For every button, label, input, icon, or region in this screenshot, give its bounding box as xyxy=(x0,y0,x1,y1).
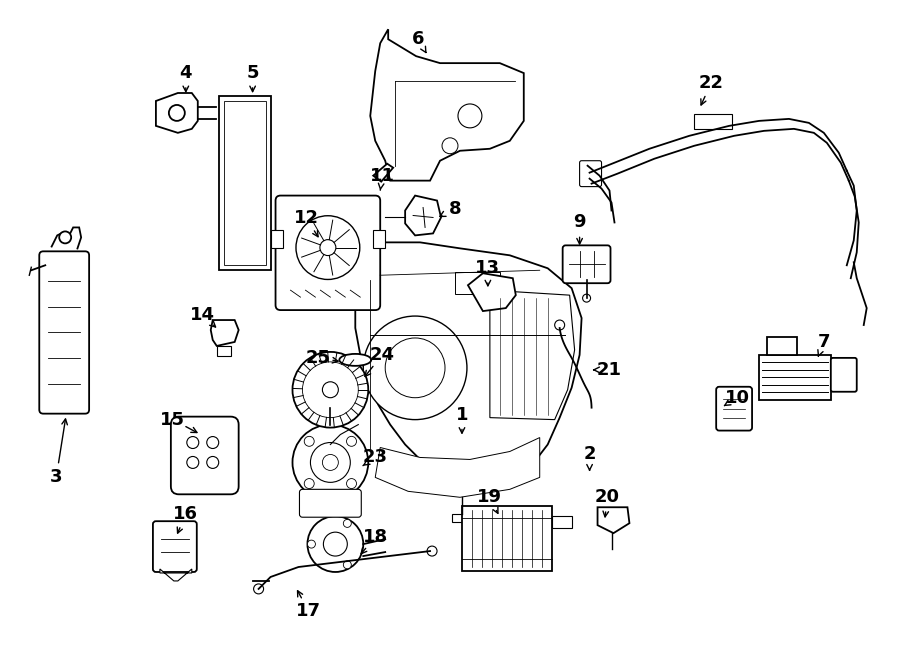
Text: 7: 7 xyxy=(817,333,830,351)
Circle shape xyxy=(458,104,482,128)
Circle shape xyxy=(187,457,199,469)
Text: 12: 12 xyxy=(294,210,319,227)
Polygon shape xyxy=(370,29,524,180)
FancyBboxPatch shape xyxy=(153,521,197,572)
Bar xyxy=(767,337,796,355)
Bar xyxy=(694,114,732,129)
Polygon shape xyxy=(490,290,574,420)
FancyBboxPatch shape xyxy=(40,251,89,414)
Circle shape xyxy=(207,457,219,469)
Text: 23: 23 xyxy=(363,448,388,467)
Polygon shape xyxy=(598,507,629,533)
Text: 13: 13 xyxy=(475,259,500,277)
Text: 6: 6 xyxy=(412,30,424,48)
Circle shape xyxy=(292,352,368,428)
Circle shape xyxy=(320,240,336,256)
Circle shape xyxy=(322,382,338,398)
Text: 19: 19 xyxy=(477,488,502,506)
Bar xyxy=(224,101,266,265)
Polygon shape xyxy=(375,438,540,497)
Text: 11: 11 xyxy=(370,167,395,184)
Bar xyxy=(271,231,283,249)
Circle shape xyxy=(343,520,351,527)
Circle shape xyxy=(346,479,356,488)
FancyBboxPatch shape xyxy=(275,196,380,310)
FancyBboxPatch shape xyxy=(716,387,752,430)
Text: 18: 18 xyxy=(363,528,388,546)
Bar xyxy=(455,272,500,294)
Circle shape xyxy=(292,424,368,500)
Text: 15: 15 xyxy=(160,410,185,428)
Circle shape xyxy=(302,362,358,418)
Polygon shape xyxy=(374,164,393,182)
FancyBboxPatch shape xyxy=(580,161,601,186)
Text: 17: 17 xyxy=(296,602,321,620)
Circle shape xyxy=(308,516,364,572)
Circle shape xyxy=(207,436,219,449)
Text: 14: 14 xyxy=(190,306,215,324)
Ellipse shape xyxy=(339,354,371,366)
Bar xyxy=(374,231,385,249)
Text: 20: 20 xyxy=(595,488,620,506)
Circle shape xyxy=(59,231,71,243)
Circle shape xyxy=(385,338,445,398)
Bar xyxy=(462,506,552,571)
FancyBboxPatch shape xyxy=(831,358,857,392)
Circle shape xyxy=(304,436,314,446)
Polygon shape xyxy=(156,93,198,133)
Circle shape xyxy=(364,316,467,420)
Text: 16: 16 xyxy=(174,505,198,524)
Circle shape xyxy=(428,546,437,556)
Circle shape xyxy=(304,479,314,488)
Text: 24: 24 xyxy=(370,346,395,364)
Circle shape xyxy=(343,561,351,568)
Circle shape xyxy=(187,436,199,449)
Circle shape xyxy=(582,294,590,302)
Circle shape xyxy=(308,540,315,548)
Bar xyxy=(452,514,472,522)
Text: 8: 8 xyxy=(449,200,462,217)
Circle shape xyxy=(296,215,360,280)
Circle shape xyxy=(169,105,184,121)
Text: 9: 9 xyxy=(573,214,586,231)
Bar xyxy=(759,355,831,400)
Circle shape xyxy=(346,436,356,446)
Text: 25: 25 xyxy=(306,349,331,367)
Circle shape xyxy=(442,137,458,154)
Text: 22: 22 xyxy=(698,74,724,92)
Polygon shape xyxy=(211,320,239,346)
Polygon shape xyxy=(468,273,516,311)
Text: 4: 4 xyxy=(180,64,192,82)
Circle shape xyxy=(322,455,338,471)
Text: 3: 3 xyxy=(50,469,62,486)
Circle shape xyxy=(310,442,350,483)
Text: 21: 21 xyxy=(597,361,622,379)
FancyBboxPatch shape xyxy=(171,416,238,494)
FancyBboxPatch shape xyxy=(562,245,610,283)
Bar xyxy=(217,346,230,356)
FancyBboxPatch shape xyxy=(300,489,361,517)
Text: 2: 2 xyxy=(583,446,596,463)
Circle shape xyxy=(323,532,347,556)
Circle shape xyxy=(554,320,564,330)
Circle shape xyxy=(254,584,264,594)
Text: 10: 10 xyxy=(724,389,750,407)
Bar xyxy=(552,516,572,528)
Polygon shape xyxy=(160,569,192,581)
Bar xyxy=(219,96,271,270)
Polygon shape xyxy=(310,243,581,479)
Text: 1: 1 xyxy=(455,406,468,424)
Text: 5: 5 xyxy=(247,64,259,82)
Polygon shape xyxy=(405,196,441,235)
